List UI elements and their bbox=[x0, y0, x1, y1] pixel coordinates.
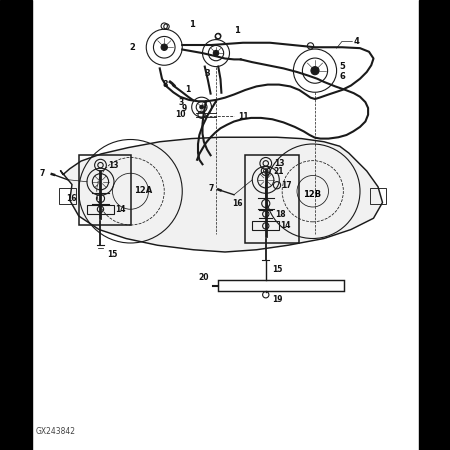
Text: 14: 14 bbox=[281, 221, 291, 230]
Bar bbox=[87, 205, 114, 214]
Text: 4: 4 bbox=[353, 37, 359, 46]
Text: 9: 9 bbox=[181, 104, 187, 113]
Text: 11: 11 bbox=[238, 112, 249, 121]
Bar bbox=[0, 0, 32, 450]
Circle shape bbox=[311, 67, 319, 75]
Text: 21: 21 bbox=[274, 166, 284, 176]
Text: 20: 20 bbox=[199, 273, 209, 282]
Text: 19: 19 bbox=[273, 295, 283, 304]
Text: 10: 10 bbox=[176, 110, 186, 119]
Text: 13: 13 bbox=[274, 159, 284, 168]
Bar bbox=[59, 188, 76, 204]
Bar bbox=[370, 188, 386, 204]
Text: 12B: 12B bbox=[303, 190, 321, 199]
Text: 5: 5 bbox=[340, 62, 346, 71]
Bar bbox=[418, 0, 450, 450]
Text: 16: 16 bbox=[66, 194, 76, 203]
Polygon shape bbox=[61, 137, 382, 252]
Text: 3: 3 bbox=[204, 69, 210, 78]
Bar bbox=[252, 221, 279, 230]
Bar bbox=[245, 155, 299, 243]
Text: 7: 7 bbox=[208, 184, 214, 193]
Circle shape bbox=[200, 105, 203, 109]
Text: 15: 15 bbox=[273, 265, 283, 274]
Text: 7: 7 bbox=[40, 169, 45, 178]
Text: 3: 3 bbox=[178, 98, 184, 107]
Text: 15: 15 bbox=[107, 250, 117, 259]
Text: 1: 1 bbox=[234, 26, 240, 35]
Text: 8: 8 bbox=[162, 80, 167, 89]
Text: 1: 1 bbox=[185, 86, 190, 94]
Text: 16: 16 bbox=[233, 199, 243, 208]
Bar bbox=[218, 280, 344, 291]
Text: 18: 18 bbox=[275, 210, 285, 219]
Text: 2: 2 bbox=[130, 43, 136, 52]
Circle shape bbox=[161, 44, 167, 50]
Text: 1: 1 bbox=[189, 20, 195, 29]
Text: 17: 17 bbox=[282, 181, 292, 190]
Bar bbox=[79, 155, 130, 225]
Text: 13: 13 bbox=[108, 161, 119, 170]
Text: 12A: 12A bbox=[134, 185, 153, 194]
Text: 6: 6 bbox=[340, 72, 346, 81]
Text: 14: 14 bbox=[115, 205, 126, 214]
Text: GX243842: GX243842 bbox=[36, 428, 76, 436]
Circle shape bbox=[213, 50, 219, 56]
